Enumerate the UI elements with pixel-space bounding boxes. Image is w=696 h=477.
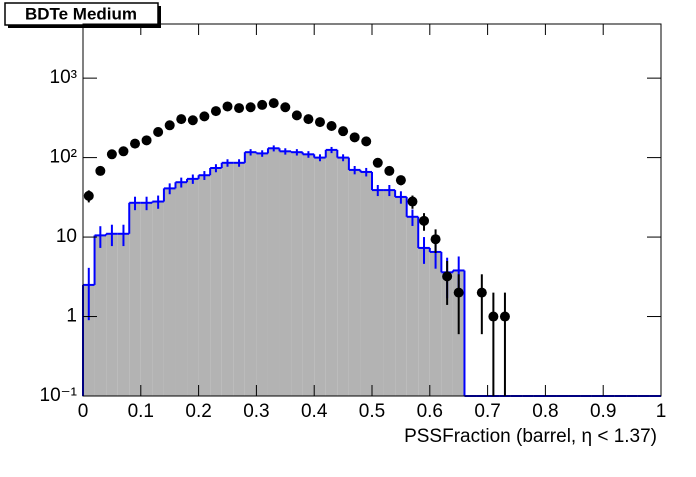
data-point [257, 99, 268, 110]
title-box [4, 2, 159, 26]
data-point [83, 190, 94, 201]
histogram-bar [372, 190, 384, 396]
histogram-bar [360, 171, 372, 396]
histogram-bar [233, 162, 245, 396]
histogram-bar [83, 284, 95, 396]
histogram-bar [117, 233, 130, 396]
histogram-bar [129, 202, 141, 396]
histogram-bar [406, 216, 419, 396]
y-tick-label: 10² [50, 147, 77, 168]
histogram-bar [325, 149, 338, 396]
data-point [384, 165, 395, 176]
histogram-bar [267, 148, 280, 396]
histogram-bar [383, 190, 396, 396]
histogram-bar [291, 152, 303, 396]
data-point [222, 101, 233, 112]
data-point [453, 287, 464, 298]
data-point [372, 157, 383, 168]
data-point [407, 196, 418, 207]
data-point [118, 146, 129, 157]
data-point [442, 271, 453, 282]
data-point [210, 106, 221, 117]
data-point [280, 102, 291, 113]
histogram-bar [256, 153, 268, 396]
histogram-bar [314, 157, 326, 396]
x-tick-label: 0.9 [590, 401, 616, 422]
data-point [153, 126, 164, 137]
x-tick-label: 0 [78, 401, 89, 422]
data-point [187, 115, 198, 126]
x-tick-label: 0.3 [243, 401, 269, 422]
histogram-bar [221, 162, 234, 396]
data-point [338, 126, 349, 137]
data-point [303, 114, 314, 125]
histogram-bar [152, 201, 164, 396]
x-tick-label: 0.2 [185, 401, 211, 422]
histogram-bar [441, 272, 453, 396]
x-tick-label: 0.4 [301, 401, 328, 422]
chart-title: BDTe Medium [25, 4, 137, 23]
histogram-bar [302, 154, 315, 396]
data-point [130, 138, 141, 149]
y-tick-label: 10³ [50, 67, 77, 88]
data-point [234, 103, 245, 114]
data-point [395, 175, 406, 186]
x-tick-label: 1 [656, 401, 667, 422]
x-tick-label: 0.6 [417, 401, 443, 422]
data-point [499, 311, 510, 322]
histogram-bar [210, 167, 222, 396]
histogram-bar [279, 151, 292, 396]
histogram-bar [175, 182, 188, 396]
histogram-bar [395, 196, 407, 396]
y-tick-label: 1 [66, 306, 77, 327]
data-point [488, 311, 499, 322]
x-tick-label: 0.5 [359, 401, 385, 422]
histogram-bar [198, 175, 211, 396]
data-point [245, 102, 256, 113]
histogram-bar [163, 188, 176, 396]
data-point [164, 120, 175, 131]
x-tick-label: 0.8 [532, 401, 558, 422]
x-axis-label: PSSFraction (barrel, η < 1.37) [404, 426, 657, 447]
data-point [141, 135, 152, 146]
histogram-bar [348, 169, 361, 396]
data-point [268, 98, 279, 109]
histogram-bar [94, 235, 107, 396]
x-tick-label: 0.1 [128, 401, 154, 422]
histogram-bar [429, 251, 442, 396]
y-tick-label: 10⁻¹ [40, 385, 78, 406]
data-point [199, 111, 210, 122]
data-point [314, 117, 325, 128]
data-point [349, 132, 360, 143]
histogram-bar [140, 202, 153, 396]
data-point [476, 287, 487, 298]
data-point [419, 215, 430, 226]
data-point [430, 234, 441, 245]
data-point [361, 136, 372, 147]
data-point [326, 120, 337, 131]
histogram-bar [187, 178, 199, 396]
y-tick-label: 10 [56, 226, 77, 247]
data-point [291, 110, 302, 121]
histogram-bar [106, 233, 118, 396]
data-point [106, 149, 117, 160]
histogram-bar [337, 157, 349, 396]
data-point [95, 165, 106, 176]
histogram-bar [244, 152, 257, 396]
data-point [176, 114, 187, 125]
histogram-bar [418, 247, 430, 396]
x-tick-label: 0.7 [474, 401, 500, 422]
